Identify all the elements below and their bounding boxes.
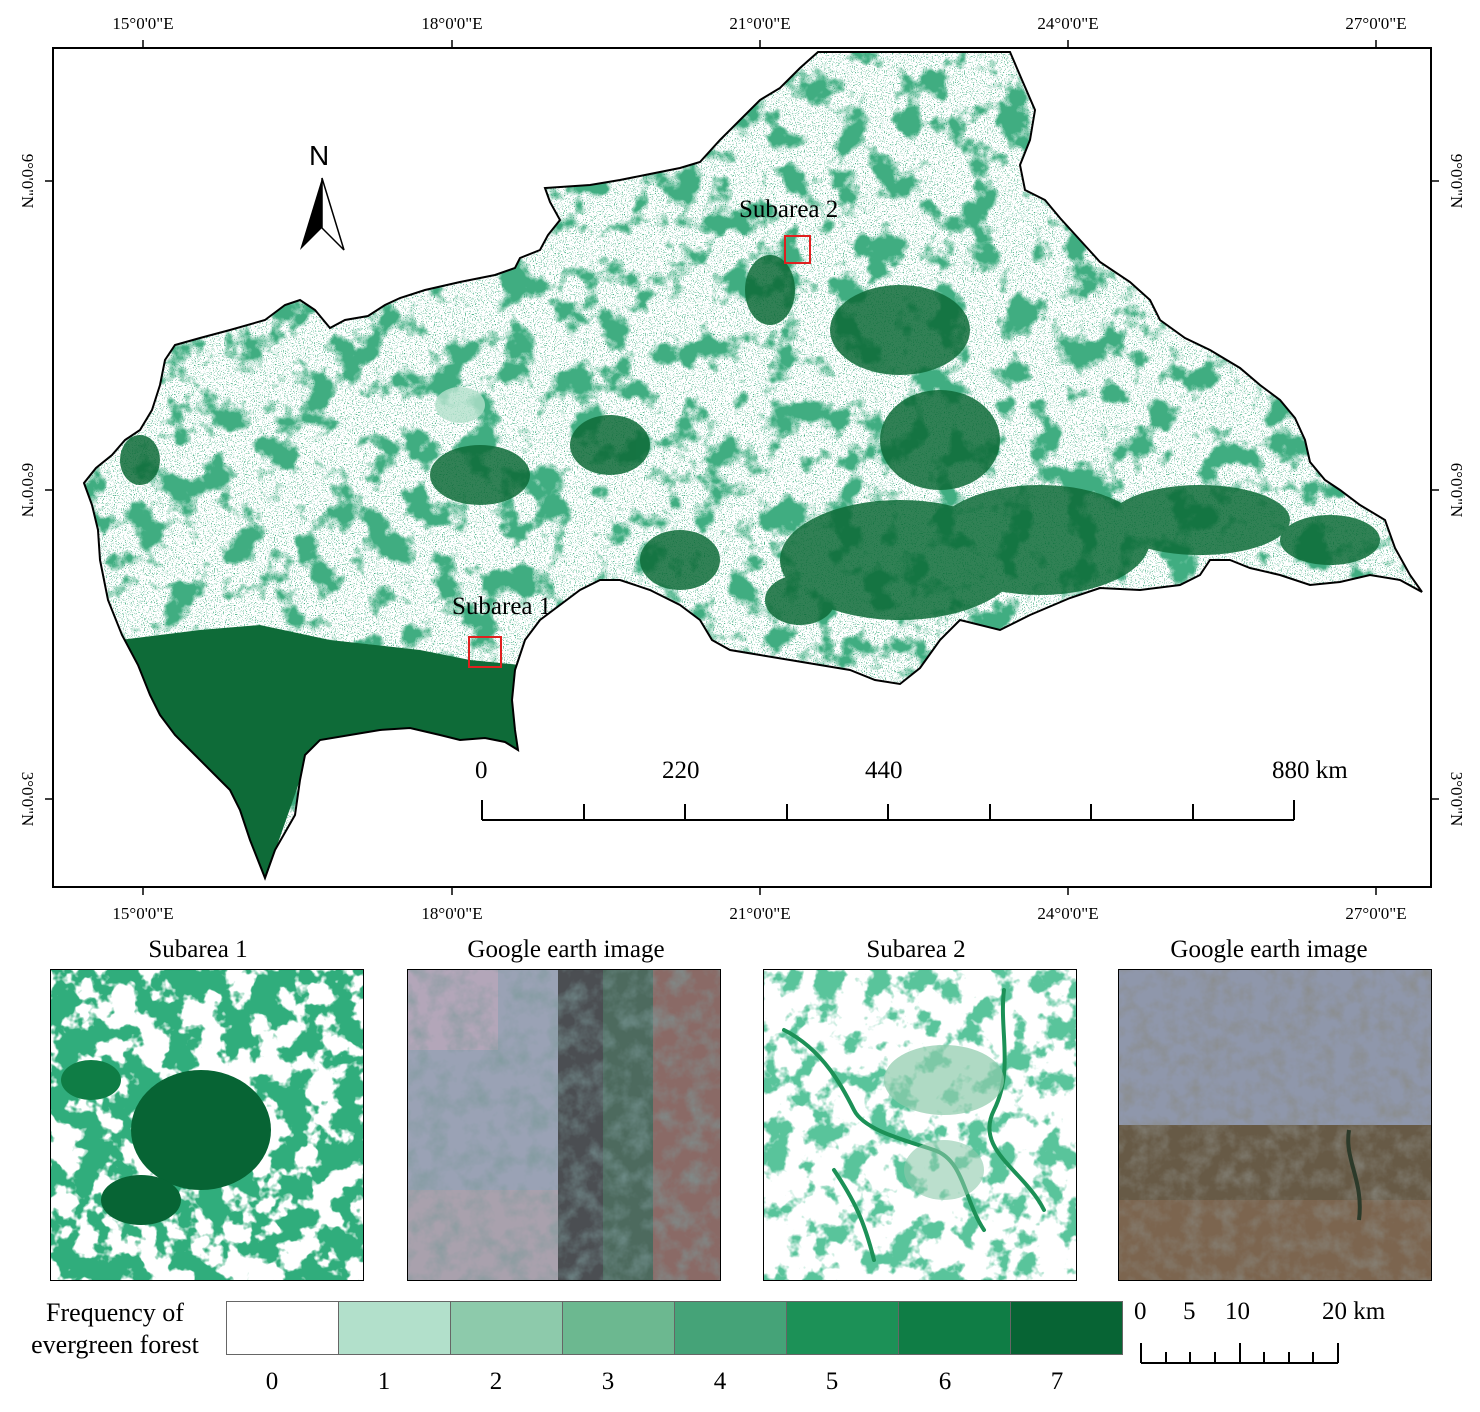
legend-class-2: [450, 1301, 563, 1355]
legend-class-label: 6: [938, 1368, 952, 1395]
lon-label-top: 24°0'0"E: [1037, 14, 1099, 33]
legend-class-label: 2: [489, 1368, 503, 1395]
legend-class-label: 5: [825, 1368, 839, 1395]
inset-scale-label: 5: [1183, 1298, 1196, 1325]
lon-label-top: 15°0'0"E: [112, 14, 174, 33]
map-frame: [45, 40, 1439, 895]
north-arrow-icon: [300, 177, 345, 251]
legend-class-1: [338, 1301, 451, 1355]
lon-label-bottom: 18°0'0"E: [421, 904, 483, 923]
legend-class-label: 0: [265, 1368, 279, 1395]
north-label: N: [309, 140, 330, 171]
subarea-2-label: Subarea 2: [739, 196, 839, 223]
main-scale-bar: [481, 800, 1295, 821]
legend-class-5: [786, 1301, 899, 1355]
legend-class-label: 1: [377, 1368, 391, 1395]
google-earth-panel-2: [1118, 969, 1432, 1281]
subarea-2-box: [784, 235, 811, 264]
lon-label-top: 21°0'0"E: [729, 14, 791, 33]
subarea-1-box: [468, 636, 502, 668]
subarea-2-panel: [763, 969, 1077, 1281]
legend-class-7: [1010, 1301, 1123, 1355]
scale-label: 440: [865, 757, 903, 784]
inset-scale-label: 0: [1134, 1298, 1147, 1325]
lon-label-bottom: 24°0'0"E: [1037, 904, 1099, 923]
lon-label-bottom: 21°0'0"E: [729, 904, 791, 923]
panel-title: Subarea 2: [866, 936, 966, 963]
lon-label-top: 27°0'0"E: [1345, 14, 1407, 33]
legend-title: Frequency of evergreen forest: [10, 1297, 220, 1361]
legend-class-4: [674, 1301, 787, 1355]
subarea-1-label: Subarea 1: [452, 593, 552, 620]
google-earth-panel-1: [407, 969, 721, 1281]
lon-label-bottom: 27°0'0"E: [1345, 904, 1407, 923]
legend-title-line2: evergreen forest: [31, 1330, 199, 1359]
main-map: 15°0'0"E 18°0'0"E 21°0'0"E 24°0'0"E 27°0…: [18, 14, 1466, 923]
legend-class-6: [898, 1301, 1011, 1355]
lon-label-top: 18°0'0"E: [421, 14, 483, 33]
inset-scale-label: 20 km: [1322, 1298, 1386, 1325]
lon-label-bottom: 15°0'0"E: [112, 904, 174, 923]
scale-label: 880 km: [1272, 757, 1348, 784]
inset-scale-bar: [1140, 1343, 1339, 1364]
subarea-1-panel: [50, 969, 364, 1281]
legend-title-line1: Frequency of: [46, 1298, 184, 1327]
panel-title: Subarea 1: [148, 936, 248, 963]
legend-class-label: 7: [1050, 1368, 1064, 1395]
panel-title: Google earth image: [467, 936, 665, 963]
scale-label: 0: [475, 757, 488, 784]
panel-title: Google earth image: [1170, 936, 1368, 963]
legend-class-label: 4: [713, 1368, 727, 1395]
scale-label: 220: [662, 757, 700, 784]
inset-scale-label: 10: [1225, 1298, 1250, 1325]
legend-class-3: [562, 1301, 675, 1355]
legend-class-label: 3: [601, 1368, 615, 1395]
legend-class-0: [226, 1301, 339, 1355]
